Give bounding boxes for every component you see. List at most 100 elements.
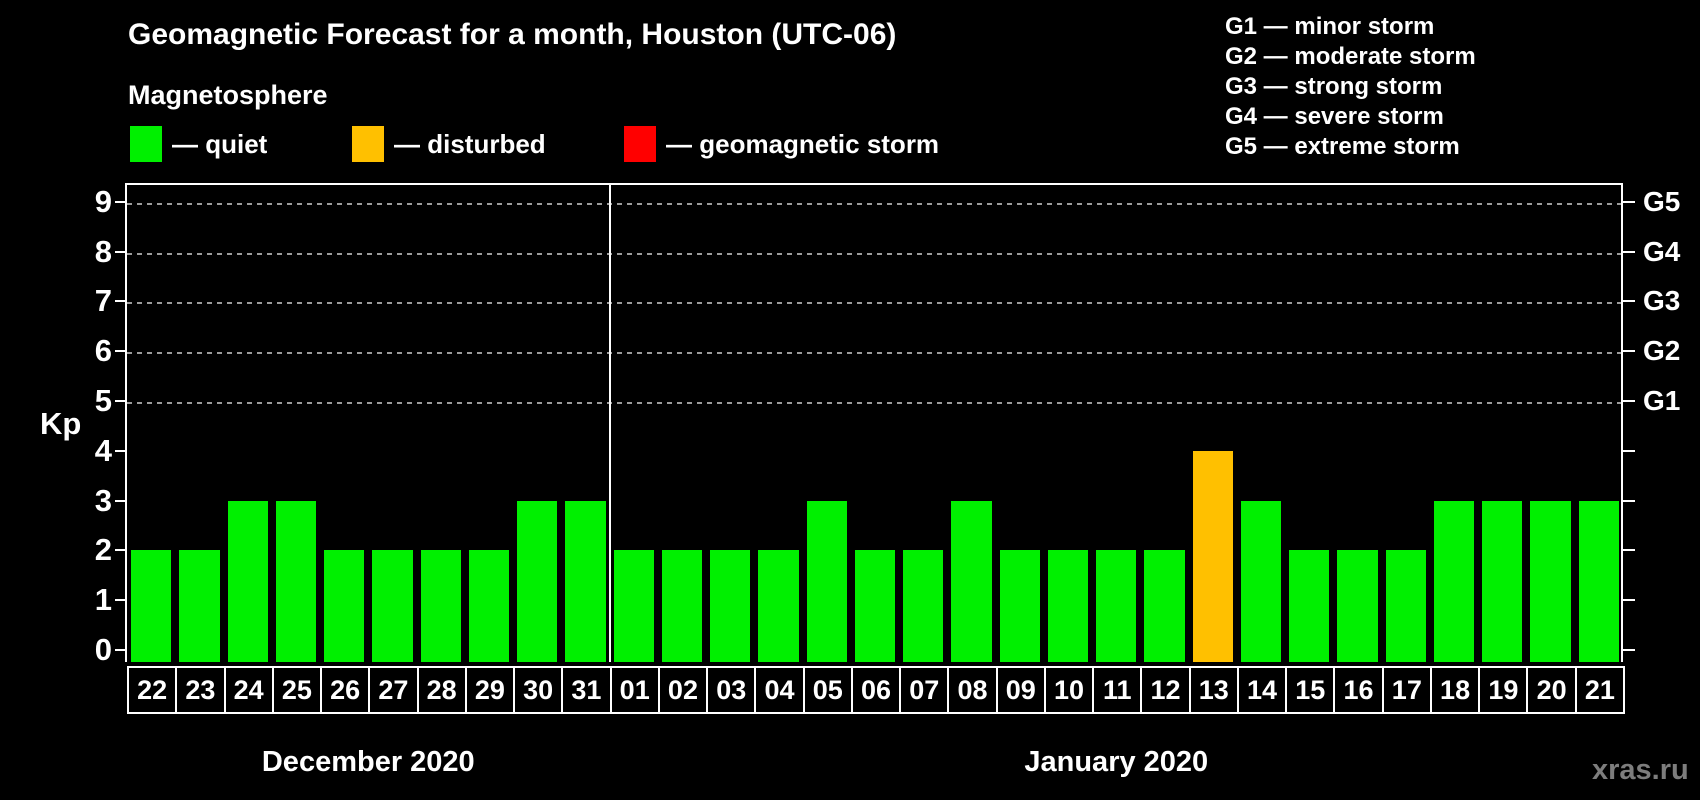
day-cell-16: 16: [1333, 666, 1384, 714]
day-cell-25: 25: [271, 666, 323, 714]
right-tick-1: [1623, 599, 1635, 602]
day-cell-23: 23: [175, 666, 226, 714]
kp-bar-day-22: [131, 550, 172, 662]
day-cell-18: 18: [1429, 666, 1481, 714]
y-tick-label-1: 1: [94, 582, 112, 618]
y-tick-8: [115, 250, 127, 253]
right-axis-label-G5: G5: [1643, 185, 1681, 217]
kp-bar-day-27: [372, 550, 413, 662]
day-cell-10: 10: [1043, 666, 1095, 714]
watermark: xras.ru: [1592, 754, 1689, 786]
gridline-kp6: [127, 352, 1621, 355]
day-cell-15: 15: [1285, 666, 1336, 714]
day-cell-02: 02: [657, 666, 709, 714]
right-tick-6: [1623, 350, 1635, 353]
plot-area: [125, 183, 1623, 662]
day-cell-12: 12: [1140, 666, 1191, 714]
day-cell-26: 26: [320, 666, 371, 714]
kp-bar-day-20: [1530, 500, 1571, 662]
y-tick-6: [115, 350, 127, 353]
kp-bar-day-16: [1337, 550, 1378, 662]
right-tick-2: [1623, 549, 1635, 552]
kp-bar-day-17: [1385, 550, 1426, 662]
y-tick-label-8: 8: [94, 233, 112, 269]
kp-bar-day-10: [1047, 550, 1089, 662]
right-tick-0: [1623, 649, 1635, 651]
month-separator: [608, 185, 611, 662]
day-cell-28: 28: [416, 666, 467, 714]
kp-bar-day-06: [854, 550, 896, 662]
gridline-kp8: [127, 252, 1621, 255]
y-tick-label-9: 9: [94, 183, 112, 219]
chart-title: Geomagnetic Forecast for a month, Housto…: [128, 18, 897, 51]
right-tick-5: [1623, 400, 1635, 402]
day-cell-24: 24: [223, 666, 274, 714]
gridline-kp5: [127, 402, 1621, 404]
y-axis-label: Kp: [40, 406, 82, 441]
kp-bar-day-08: [951, 500, 992, 662]
y-tick-label-5: 5: [94, 383, 112, 418]
day-cell-29: 29: [464, 666, 516, 714]
legend-label-disturbed: — disturbed: [394, 129, 546, 159]
g-legend-item-3: G3 — strong storm: [1225, 73, 1443, 100]
g-legend-item-2: G2 — moderate storm: [1225, 43, 1476, 70]
day-cell-04: 04: [754, 666, 805, 714]
y-tick-label-2: 2: [94, 532, 112, 568]
day-cell-19: 19: [1478, 666, 1529, 714]
y-tick-3: [115, 499, 127, 502]
kp-bar-day-31: [565, 500, 606, 662]
kp-bar-day-09: [999, 550, 1040, 662]
day-cell-11: 11: [1092, 666, 1143, 714]
kp-bar-day-15: [1289, 550, 1330, 662]
kp-bar-day-24: [227, 500, 268, 662]
kp-bar-day-23: [179, 550, 220, 662]
legend-swatch-quiet: [130, 126, 162, 162]
day-cell-27: 27: [368, 666, 419, 714]
y-tick-label-7: 7: [94, 283, 112, 319]
day-cell-31: 31: [561, 666, 612, 714]
day-cell-21: 21: [1574, 666, 1625, 714]
kp-bar-day-14: [1240, 500, 1282, 662]
kp-bar-day-02: [661, 550, 703, 662]
right-tick-9: [1623, 200, 1635, 203]
month-label-0: December 2020: [261, 746, 475, 778]
y-tick-label-0: 0: [94, 632, 112, 667]
kp-bar-day-29: [468, 550, 510, 662]
g-legend-item-5: G5 — extreme storm: [1225, 133, 1460, 160]
y-tick-7: [115, 300, 127, 303]
legend-label-quiet: — quiet: [172, 129, 268, 159]
day-cell-08: 08: [947, 666, 998, 714]
day-cell-13: 13: [1188, 666, 1239, 714]
g-scale-legend: G1 — minor storm G2 — moderate storm G3 — …: [1225, 12, 1476, 162]
right-tick-8: [1623, 250, 1635, 253]
kp-bar-day-30: [517, 500, 558, 662]
right-tick-3: [1623, 499, 1635, 502]
y-tick-9: [115, 200, 127, 203]
kp-bar-day-05: [806, 500, 847, 662]
y-tick-0: [115, 649, 127, 651]
right-tick-7: [1623, 300, 1635, 303]
y-tick-1: [115, 599, 127, 602]
kp-bar-day-01: [613, 550, 654, 662]
day-cell-06: 06: [850, 666, 902, 714]
kp-bar-day-13: [1192, 450, 1233, 662]
day-cell-20: 20: [1526, 666, 1577, 714]
legend-label-storm: — geomagnetic storm: [666, 129, 940, 159]
gridline-kp9: [127, 202, 1621, 205]
day-cell-07: 07: [899, 666, 950, 714]
right-tick-4: [1623, 449, 1635, 452]
day-cell-30: 30: [513, 666, 564, 714]
kp-bar-day-12: [1144, 550, 1185, 662]
chart-subtitle: Magnetosphere: [128, 80, 328, 110]
g-legend-item-1: G1 — minor storm: [1225, 13, 1435, 40]
month-label-1: January 2020: [1024, 746, 1209, 778]
y-tick-4: [115, 449, 127, 452]
right-axis-label-G2: G2: [1643, 335, 1681, 367]
day-cell-09: 09: [995, 666, 1046, 714]
y-tick-label-4: 4: [94, 432, 112, 468]
day-cell-03: 03: [706, 666, 757, 714]
right-axis-label-G3: G3: [1643, 285, 1681, 317]
kp-bar-day-18: [1433, 500, 1475, 662]
y-tick-5: [115, 400, 127, 402]
